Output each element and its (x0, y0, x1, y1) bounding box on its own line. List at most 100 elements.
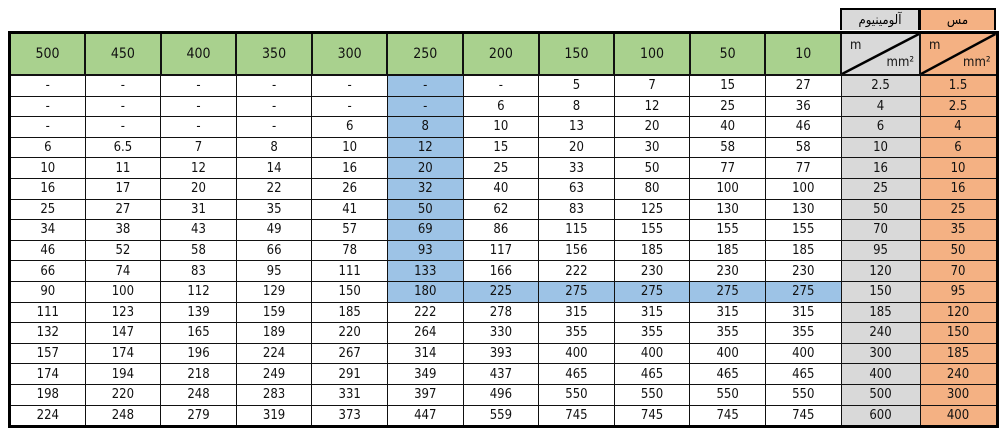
cell-500m: - (9, 116, 86, 138)
cell-200m: 166 (462, 260, 540, 282)
cable-size-table: 500 450 400 350 300 250 200 150 100 50 10 m mm² m mm² … (8, 31, 999, 429)
cell-10m: 58 (764, 136, 842, 159)
cell-10m: 77 (764, 157, 842, 179)
length-header-200: 200 (462, 31, 540, 76)
cell-400m: 279 (160, 404, 237, 428)
aluminum-size-cell: 70 (840, 219, 921, 241)
cell-350m: 249 (235, 363, 313, 385)
aluminum-size-cell: 2.5 (840, 74, 921, 97)
aluminum-size-cell: 25 (840, 177, 921, 200)
aluminum-size-cell: 10 (840, 136, 921, 159)
table-row: 157 174 196 224 267 314 393 400 400 400 400 300 185 (9, 342, 998, 365)
cell-500m: 224 (9, 404, 86, 428)
cell-450m: 123 (84, 301, 162, 324)
cell-200m: 437 (462, 363, 540, 385)
aluminum-size-cell: 400 (840, 363, 921, 385)
diagonal-divider (842, 34, 919, 74)
cell-150m: 550 (538, 383, 615, 406)
cell-50m: 185 (689, 239, 766, 262)
cell-350m: 224 (235, 342, 313, 365)
cell-50m: 315 (689, 301, 766, 324)
cell-350m: 189 (235, 322, 313, 344)
aluminum-size-cell: 185 (840, 301, 921, 324)
aluminum-label: آلومينيوم (840, 8, 919, 30)
cell-150m: 315 (538, 301, 615, 324)
cell-50m: 465 (689, 363, 766, 385)
cell-300m: 150 (311, 280, 388, 303)
cell-350m: 49 (235, 219, 313, 241)
cell-100m: 400 (613, 342, 691, 365)
cell-300m: 6 (311, 116, 388, 138)
cell-450m: 11 (84, 157, 162, 179)
cell-250m: 12 (386, 136, 464, 159)
cell-300m: 291 (311, 363, 388, 385)
cell-400m: 31 (160, 198, 237, 221)
cell-150m: 465 (538, 363, 615, 385)
cell-300m: 185 (311, 301, 388, 324)
cell-10m: 465 (764, 363, 842, 385)
cell-10m: 230 (764, 260, 842, 282)
cell-500m: 6 (9, 136, 86, 159)
cell-250m: 20 (386, 157, 464, 179)
copper-size-cell: 185 (919, 342, 998, 365)
cell-200m: 559 (462, 404, 540, 428)
table-row: 174 194 218 249 291 349 437 465 465 465 465 400 240 (9, 363, 998, 385)
cell-200m: 117 (462, 239, 540, 262)
table-row: 90 100 112 129 150 180 225 275 275 275 275 150 95 (9, 280, 998, 303)
cell-300m: 10 (311, 136, 388, 159)
cell-100m: 275 (613, 280, 691, 303)
cell-10m: 130 (764, 198, 842, 221)
cell-200m: 330 (462, 322, 540, 344)
cell-250m: 50 (386, 198, 464, 221)
copper-size-cell: 70 (919, 260, 998, 282)
cell-350m: - (235, 116, 313, 138)
cell-50m: 155 (689, 219, 766, 241)
cell-50m: 550 (689, 383, 766, 406)
cell-50m: 230 (689, 260, 766, 282)
cell-300m: 111 (311, 260, 388, 282)
copper-unit-header: m mm² (919, 31, 999, 76)
cell-50m: 130 (689, 198, 766, 221)
cell-500m: 90 (9, 280, 86, 303)
cell-50m: 745 (689, 404, 766, 428)
length-header-10: 10 (764, 31, 843, 76)
cell-100m: 30 (613, 136, 691, 159)
cell-50m: 58 (689, 136, 766, 159)
cell-10m: 400 (764, 342, 842, 365)
cell-450m: 220 (84, 383, 162, 406)
cell-450m: - (84, 74, 162, 97)
cell-450m: 194 (84, 363, 162, 385)
aluminum-size-cell: 300 (840, 342, 921, 365)
cell-500m: - (9, 95, 86, 118)
cell-500m: 46 (9, 239, 86, 262)
cell-50m: 400 (689, 342, 766, 365)
cell-200m: 86 (462, 219, 540, 241)
cell-500m: 157 (9, 342, 86, 365)
cell-10m: 46 (764, 116, 842, 138)
cell-100m: 745 (613, 404, 691, 428)
aluminum-size-cell: 150 (840, 280, 921, 303)
cell-10m: 275 (764, 280, 842, 303)
cell-100m: 315 (613, 301, 691, 324)
table-row: 66 74 83 95 111 133 166 222 230 230 230 120 70 (9, 260, 998, 282)
area-unit: mm² (886, 55, 915, 70)
cell-350m: 35 (235, 198, 313, 221)
cell-10m: 155 (764, 219, 842, 241)
cell-500m: 16 (9, 177, 86, 200)
length-header-500: 500 (8, 31, 87, 76)
cell-100m: 230 (613, 260, 691, 282)
cell-100m: 465 (613, 363, 691, 385)
copper-size-cell: 150 (919, 322, 998, 344)
cell-250m: - (386, 74, 464, 97)
table-row: 34 38 43 49 57 69 86 115 155 155 155 70 35 (9, 219, 998, 241)
cell-450m: 52 (84, 239, 162, 262)
cell-150m: 13 (538, 116, 615, 138)
copper-size-cell: 300 (919, 383, 998, 406)
cell-250m: 133 (386, 260, 464, 282)
cell-400m: 43 (160, 219, 237, 241)
table-row: 25 27 31 35 41 50 62 83 125 130 130 50 25 (9, 198, 998, 221)
cell-100m: 50 (613, 157, 691, 179)
table-row: 198 220 248 283 331 397 496 550 550 550 550 500 300 (9, 383, 998, 406)
cell-50m: 40 (689, 116, 766, 138)
cell-300m: 26 (311, 177, 388, 200)
